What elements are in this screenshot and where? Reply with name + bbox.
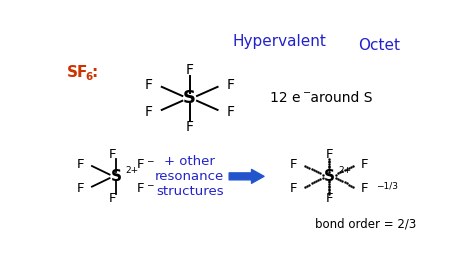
- Text: Octet: Octet: [358, 38, 400, 53]
- Text: F: F: [186, 120, 194, 134]
- Text: F: F: [109, 148, 116, 161]
- Text: F: F: [326, 192, 333, 205]
- Text: F: F: [361, 182, 368, 195]
- Text: S: S: [324, 169, 335, 184]
- Text: around S: around S: [306, 91, 373, 105]
- Text: S: S: [111, 169, 122, 184]
- Text: F: F: [290, 158, 298, 170]
- Text: 2+: 2+: [126, 166, 139, 175]
- Text: F: F: [227, 78, 235, 92]
- Text: F: F: [361, 158, 368, 170]
- Text: −: −: [146, 156, 154, 165]
- Text: F: F: [137, 158, 144, 171]
- Text: S: S: [183, 89, 196, 107]
- Text: F: F: [290, 182, 298, 195]
- Text: −: −: [303, 88, 311, 98]
- Text: + other
resonance
structures: + other resonance structures: [155, 155, 224, 198]
- Text: F: F: [109, 192, 116, 205]
- FancyArrowPatch shape: [229, 169, 264, 183]
- Text: −1/3: −1/3: [376, 181, 398, 190]
- Text: F: F: [137, 182, 144, 195]
- Text: 12 e: 12 e: [271, 91, 301, 105]
- Text: F: F: [145, 105, 153, 119]
- Text: F: F: [77, 158, 85, 170]
- Text: −: −: [146, 180, 154, 189]
- Text: F: F: [186, 63, 194, 77]
- Text: F: F: [77, 182, 85, 195]
- Text: F: F: [326, 148, 333, 161]
- Text: 6: 6: [86, 72, 93, 82]
- Text: bond order = 2/3: bond order = 2/3: [315, 218, 417, 230]
- Text: 2+: 2+: [339, 166, 352, 175]
- Text: Hypervalent: Hypervalent: [233, 34, 327, 49]
- Text: F: F: [145, 78, 153, 92]
- Text: F: F: [227, 105, 235, 119]
- Text: SF: SF: [66, 64, 88, 80]
- Text: :: :: [91, 64, 97, 80]
